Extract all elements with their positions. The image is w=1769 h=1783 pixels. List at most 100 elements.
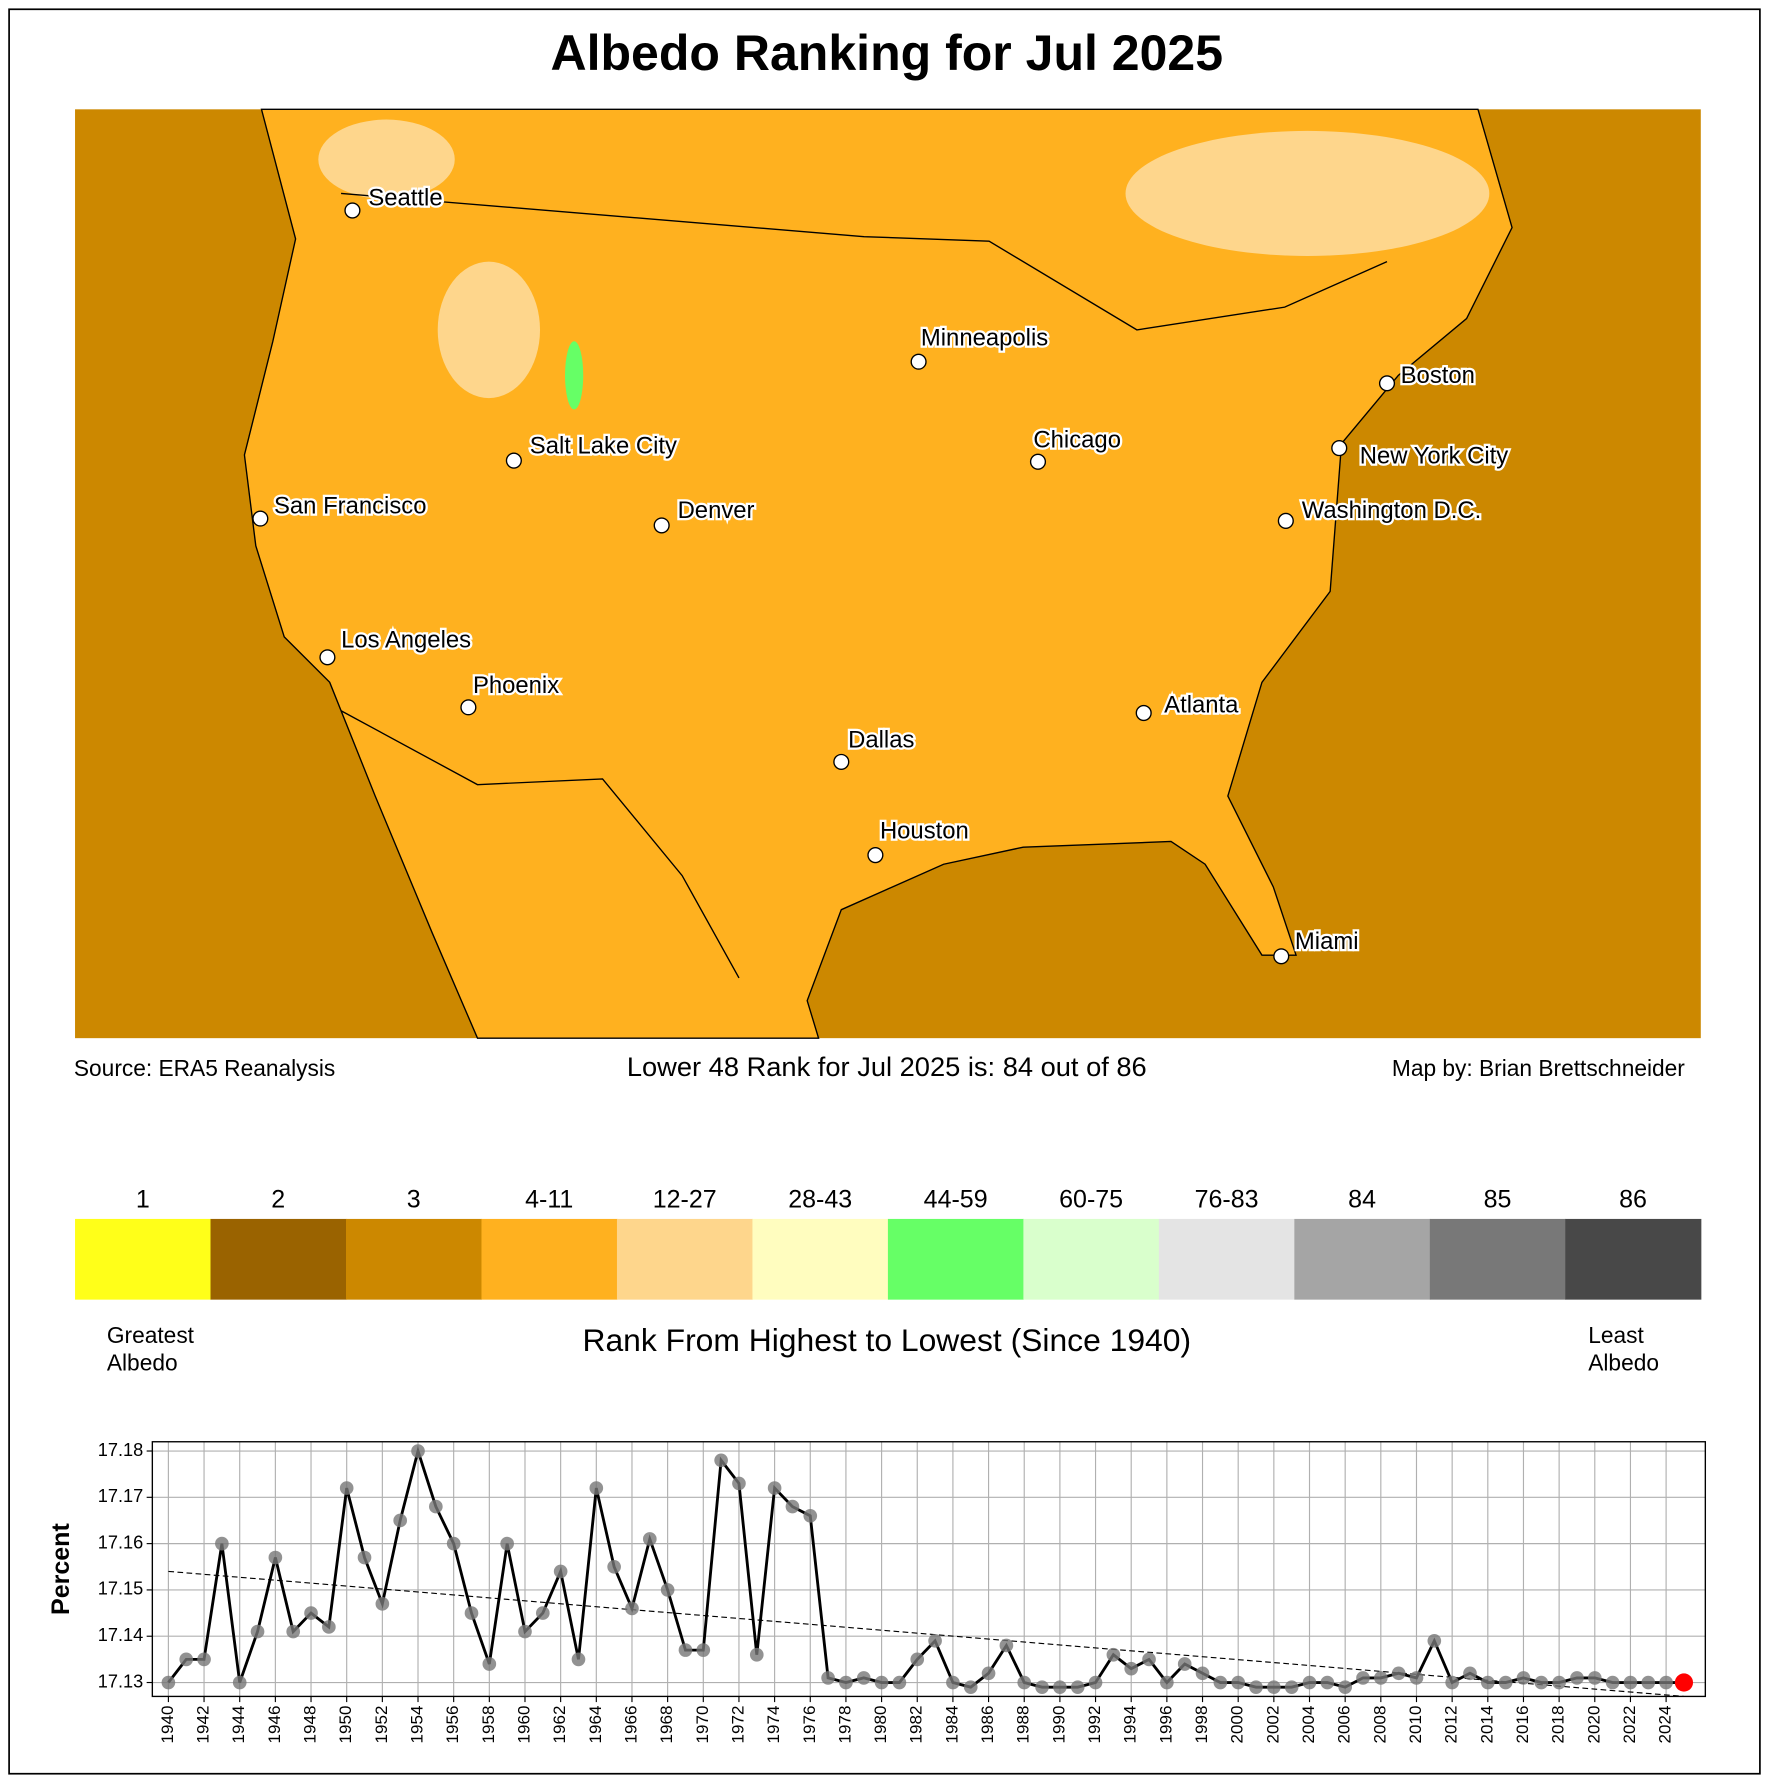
legend-label: 3 (407, 1185, 421, 1213)
x-tick-label: 1980 (871, 1706, 890, 1744)
data-point (856, 1671, 871, 1685)
data-point (1516, 1671, 1531, 1685)
x-tick-label: 1944 (229, 1706, 248, 1744)
x-tick-label: 1958 (479, 1706, 498, 1744)
data-point (553, 1564, 568, 1579)
data-point (1053, 1680, 1067, 1694)
x-tick-label: 1946 (265, 1706, 284, 1744)
data-point (589, 1481, 604, 1495)
legend-low-label: Greatest Albedo (107, 1322, 195, 1375)
x-tick-label: 2000 (1228, 1706, 1247, 1744)
legend-label: 60-75 (1059, 1185, 1123, 1213)
data-point (197, 1652, 211, 1667)
x-tick-label: 1986 (978, 1706, 997, 1744)
city-label: Boston (1401, 362, 1475, 389)
x-tick-label: 2002 (1263, 1706, 1282, 1744)
data-point (161, 1675, 176, 1690)
data-point (1177, 1657, 1192, 1671)
data-point (749, 1647, 764, 1662)
x-tick-label: 1994 (1121, 1706, 1140, 1744)
legend: 1 2 3 4-11 12-27 28-43 44-59 60-75 76-83 84 85 86 (75, 1185, 1702, 1300)
x-tick-label: 1962 (550, 1706, 569, 1744)
legend-label: 85 (1484, 1185, 1512, 1213)
legend-swatch (887, 1218, 1024, 1300)
city-marker (1273, 948, 1290, 965)
data-point (571, 1652, 586, 1667)
city-marker (653, 517, 670, 534)
data-point (963, 1680, 978, 1694)
data-point (625, 1601, 639, 1616)
x-tick-label: 2012 (1442, 1706, 1461, 1744)
y-tick-label: 17.15 (98, 1579, 144, 1599)
x-tick-label: 1974 (764, 1706, 783, 1744)
city-marker (833, 753, 850, 770)
city-label: Miami (1295, 928, 1359, 955)
map-patch (318, 119, 455, 200)
legend-label: 86 (1619, 1185, 1647, 1213)
data-point (928, 1634, 942, 1648)
legend-label: 44-59 (924, 1185, 988, 1213)
data-point (1213, 1675, 1228, 1690)
data-point (393, 1513, 408, 1528)
x-tick-label: 1952 (372, 1706, 391, 1744)
data-point (696, 1643, 711, 1657)
data-point (714, 1453, 728, 1468)
data-point (375, 1596, 390, 1611)
city-marker (1135, 704, 1152, 722)
city-marker (252, 510, 269, 527)
x-tick-label: 2016 (1513, 1706, 1532, 1744)
city-label: Chicago (1033, 427, 1121, 454)
data-point (1160, 1675, 1174, 1690)
city-marker (319, 649, 336, 666)
x-tick-label: 1942 (194, 1706, 213, 1744)
data-point (1249, 1680, 1263, 1694)
legend-label: 2 (271, 1185, 285, 1213)
x-tick-label: 1976 (800, 1706, 819, 1744)
data-point (232, 1675, 247, 1690)
data-point (874, 1675, 889, 1690)
legend-label: 76-83 (1195, 1185, 1259, 1213)
data-point (250, 1624, 265, 1639)
data-point (1445, 1675, 1459, 1690)
x-tick-label: 1998 (1192, 1706, 1211, 1744)
x-tick-label: 2024 (1656, 1706, 1675, 1744)
x-tick-label: 1948 (301, 1706, 320, 1744)
legend-label: 84 (1348, 1185, 1376, 1213)
map: Seattle Minneapolis Boston Salt Lake City Ch… (75, 108, 1701, 1039)
city-marker (867, 847, 884, 864)
city-label: Seattle (368, 184, 442, 211)
x-tick-label: 1964 (586, 1706, 605, 1744)
data-point (482, 1657, 497, 1671)
y-tick-label: 17.14 (98, 1625, 144, 1645)
city-label: Los Angeles (341, 627, 471, 654)
y-tick-label: 17.16 (98, 1532, 144, 1552)
data-point (1017, 1675, 1032, 1690)
city-label: New York City (1360, 443, 1509, 470)
data-point (429, 1499, 443, 1514)
x-tick-label: 1960 (514, 1706, 533, 1744)
x-tick-label: 1978 (835, 1706, 854, 1744)
data-point (1587, 1671, 1602, 1685)
y-tick-label: 17.17 (98, 1486, 144, 1506)
city-marker (1029, 453, 1047, 470)
data-point (1498, 1675, 1513, 1690)
x-tick-label: 1954 (408, 1706, 427, 1744)
city-label: Atlanta (1164, 691, 1239, 718)
city-marker (460, 699, 477, 716)
x-tick-label: 1966 (621, 1706, 640, 1744)
x-tick-label: 1950 (336, 1706, 355, 1744)
city-marker (1378, 375, 1396, 392)
city-label: Salt Lake City (530, 432, 677, 459)
legend-swatch (1023, 1218, 1160, 1300)
map-patch (437, 261, 541, 399)
data-point (1623, 1675, 1638, 1690)
city-label: Denver (678, 497, 755, 524)
data-point (1320, 1675, 1335, 1690)
city-marker (1277, 512, 1294, 529)
data-point (1552, 1675, 1566, 1690)
data-point (660, 1583, 675, 1597)
x-tick-label: 1988 (1014, 1706, 1033, 1744)
data-point (946, 1675, 960, 1690)
rank-text: Lower 48 Rank for Jul 2025 is: 84 out of… (627, 1051, 1147, 1082)
data-point (1427, 1634, 1442, 1648)
